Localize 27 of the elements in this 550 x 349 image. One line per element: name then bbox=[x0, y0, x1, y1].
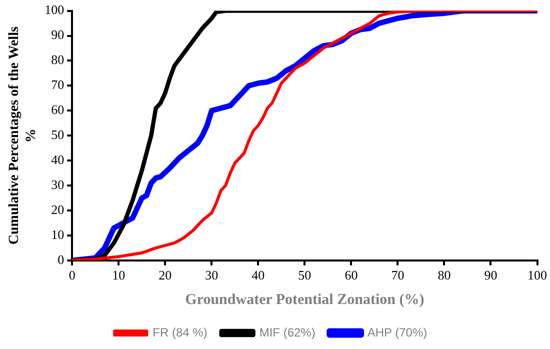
x-tick-label: 70 bbox=[391, 268, 404, 283]
x-tick-label: 80 bbox=[438, 268, 451, 283]
x-tick-label: 0 bbox=[68, 268, 76, 283]
x-tick-label: 30 bbox=[205, 268, 218, 283]
legend-label: AHP (70%) bbox=[367, 325, 428, 340]
x-tick-label: 40 bbox=[252, 268, 265, 283]
y-tick-label: 80 bbox=[51, 52, 64, 68]
y-tick-label: 0 bbox=[58, 252, 64, 267]
x-tick-label: 60 bbox=[344, 268, 358, 283]
x-tick-label: 20 bbox=[158, 268, 172, 283]
y-tick-label: 20 bbox=[51, 202, 64, 217]
y-tick-label: 60 bbox=[51, 102, 64, 118]
x-axis-title: Groundwater Potential Zonation (%) bbox=[185, 292, 424, 308]
y-tick-label: 30 bbox=[51, 176, 64, 192]
y-tick-label: 90 bbox=[51, 27, 64, 42]
y-tick-label: 100 bbox=[44, 2, 64, 18]
x-tick-label: 90 bbox=[484, 268, 498, 283]
y-tick-label: 70 bbox=[51, 77, 64, 92]
legend-label: MIF (62%) bbox=[259, 325, 316, 340]
y-tick-label: 10 bbox=[51, 226, 64, 242]
x-tick-label: 50 bbox=[298, 268, 312, 283]
y-axis-title: Cumulative Percentages of the Wells % bbox=[7, 26, 39, 245]
x-tick-label: 10 bbox=[112, 268, 126, 283]
y-tick-label: 40 bbox=[51, 152, 64, 167]
x-tick-label: 100 bbox=[528, 268, 547, 283]
y-tick-label: 50 bbox=[51, 127, 64, 142]
legend-label: FR (84 %) bbox=[152, 325, 208, 340]
